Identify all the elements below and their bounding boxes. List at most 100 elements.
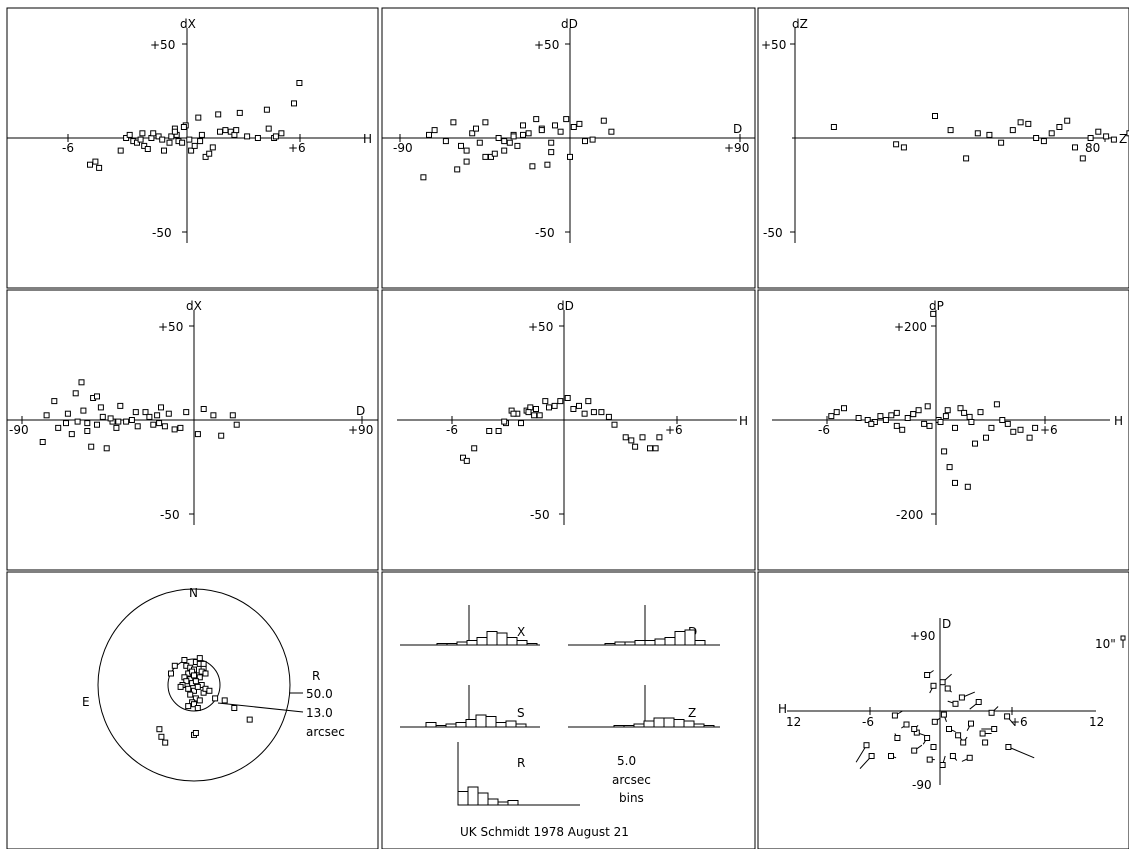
data-point — [181, 657, 188, 663]
histogram-bar — [674, 631, 686, 646]
data-point — [882, 417, 889, 423]
data-point — [171, 662, 178, 669]
data-point — [84, 420, 91, 427]
data-point — [476, 139, 483, 146]
x-axis-label: Z — [1119, 132, 1127, 146]
x-axis-label: D — [356, 404, 365, 418]
histograms: X D S Z R — [400, 605, 720, 806]
data-point — [525, 409, 532, 416]
data-point — [924, 672, 931, 678]
data-point — [231, 131, 238, 138]
data-point — [192, 678, 199, 685]
data-point — [442, 138, 449, 145]
data-point — [196, 697, 203, 704]
data-point — [1004, 713, 1011, 720]
data-point — [548, 139, 555, 146]
data-point — [557, 128, 564, 135]
data-point — [194, 705, 201, 711]
data-point — [551, 402, 558, 409]
data-point — [930, 744, 937, 750]
data-point — [185, 685, 192, 692]
data-point — [222, 127, 229, 134]
data-point — [491, 150, 498, 157]
data-point — [236, 109, 243, 116]
data-point — [1017, 426, 1024, 433]
y-axis-label: dD — [561, 17, 578, 31]
histogram-label: R — [517, 756, 525, 770]
histogram-bar — [703, 725, 715, 728]
data-point — [924, 403, 931, 410]
data-point — [941, 448, 948, 455]
y-tick-label: -200 — [896, 508, 923, 522]
data-point — [991, 726, 998, 732]
histogram-bar — [684, 629, 696, 646]
panel-frame — [381, 7, 756, 289]
y-axis-label: D — [942, 617, 951, 631]
data-point — [191, 701, 197, 708]
data-point — [123, 418, 130, 425]
radius-unit-label: arcsec — [306, 725, 345, 739]
histogram-z: Z — [568, 685, 720, 728]
data-point — [141, 142, 148, 149]
data-point — [1004, 420, 1011, 427]
x-tick-label: -6 — [862, 715, 874, 729]
y-tick-label: -50 — [763, 226, 783, 240]
data-point — [930, 310, 937, 317]
data-point — [156, 726, 163, 733]
panel-dd-vs-d: dD D -90 +90 +50 -50 — [382, 17, 755, 243]
data-point — [900, 144, 907, 151]
data-point — [947, 127, 954, 134]
data-point — [888, 753, 894, 759]
data-point — [944, 685, 951, 692]
data-point — [647, 445, 653, 452]
histogram-x: X — [400, 605, 540, 646]
inner-radius-label: 13.0 — [306, 706, 333, 720]
histogram-bar — [673, 719, 685, 728]
data-point — [155, 133, 162, 140]
data-point — [520, 122, 526, 129]
data-point — [139, 130, 146, 137]
data-point — [113, 424, 120, 431]
histogram-bar — [614, 641, 626, 646]
data-point — [212, 695, 219, 702]
histogram-bar — [496, 632, 508, 646]
data-point — [39, 439, 46, 445]
radius-header: R — [312, 669, 320, 683]
data-point — [291, 100, 297, 107]
data-point — [165, 410, 172, 417]
data-point — [501, 418, 508, 425]
histogram-r: R — [457, 742, 580, 806]
data-point — [55, 424, 62, 431]
outer-radius-label: 50.0 — [306, 687, 333, 701]
data-point — [982, 739, 989, 746]
y-axis-label: dX — [180, 17, 196, 31]
data-point — [97, 404, 104, 411]
data-point — [426, 131, 432, 138]
histogram-bar — [445, 723, 457, 728]
bin-word-label: bins — [619, 791, 644, 805]
data-point — [166, 139, 173, 146]
y-tick-label: +50 — [150, 38, 175, 52]
data-point — [1026, 434, 1033, 441]
data-point — [894, 735, 901, 741]
data-point — [955, 732, 962, 739]
data-point — [229, 412, 236, 419]
histogram-bar — [497, 801, 509, 806]
data-point — [585, 398, 592, 405]
data-point — [622, 434, 629, 441]
data-point — [158, 733, 165, 740]
data-point — [233, 421, 240, 428]
data-point — [942, 413, 949, 420]
data-point — [911, 747, 918, 754]
data-point — [458, 142, 464, 149]
data-point — [628, 437, 635, 444]
data-point — [196, 655, 203, 662]
histogram-bar — [477, 792, 489, 806]
data-point — [460, 454, 466, 461]
histogram-bar — [643, 720, 655, 728]
data-point — [161, 423, 168, 430]
histogram-label: X — [517, 625, 525, 639]
data-point — [78, 379, 85, 386]
histogram-bar — [436, 643, 448, 646]
panel-dz-vs-z: dZ Z 80 +50 -50 — [761, 17, 1129, 243]
